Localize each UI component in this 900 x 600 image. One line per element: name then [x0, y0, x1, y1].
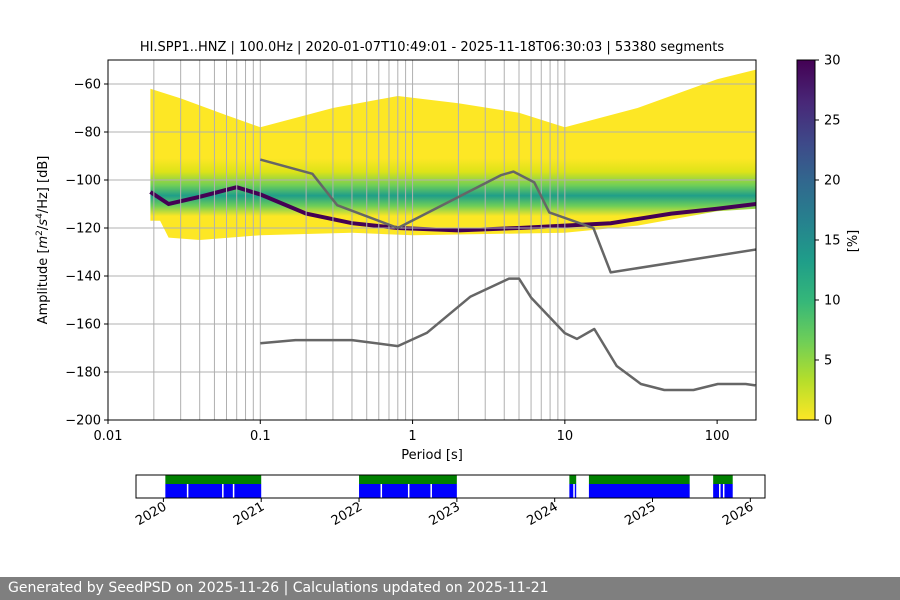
y-label-part: m: [36, 236, 51, 249]
availability-timeline: 2020 2021 2022 2023 2024 2025 2026: [133, 474, 766, 529]
y-tick-label: −160: [65, 318, 101, 333]
timeline-year-label: 2020: [133, 499, 169, 529]
y-axis-ticks: −60 −80 −100 −120 −140 −160 −180 −200: [65, 78, 108, 429]
x-tick-label: 0.01: [94, 429, 123, 444]
y-tick-label: −100: [65, 174, 101, 189]
availability-gap: [380, 484, 383, 498]
y-tick-label: −120: [65, 222, 101, 237]
availability-span-bottom: [569, 484, 577, 498]
availability-gap: [719, 484, 721, 498]
colorbar-tick-label: 0: [824, 414, 832, 429]
figure-canvas: HI.SPP1..HNZ | 100.0Hz | 2020-01-07T10:4…: [35, 40, 861, 529]
high-noise-model-line: [259, 158, 756, 274]
timeline-year-label: 2024: [525, 499, 561, 529]
chart-title: HI.SPP1..HNZ | 100.0Hz | 2020-01-07T10:4…: [140, 40, 725, 55]
availability-span-top: [359, 475, 457, 484]
period-gridlines: [153, 60, 566, 420]
colorbar-tick-label: 10: [824, 294, 841, 309]
availability-span-bottom: [588, 484, 690, 498]
availability-span-bottom: [165, 484, 262, 498]
availability-gap: [430, 484, 432, 498]
timeline-year-label: 2023: [427, 499, 463, 529]
timeline-year-label: 2025: [622, 499, 658, 529]
availability-span-top: [165, 475, 262, 484]
y-tick-label: −200: [65, 414, 101, 429]
colorbar-tick-label: 25: [824, 114, 841, 129]
colorbar-tick-label: 20: [824, 174, 841, 189]
y-tick-label: −180: [65, 366, 101, 381]
y-label-part: 4: [35, 213, 45, 219]
noise-model-lines: [259, 158, 756, 392]
x-tick-label: 10: [557, 429, 574, 444]
y-tick-label: −80: [74, 126, 101, 141]
colorbar-tick-label: 15: [824, 234, 841, 249]
x-axis-label: Period [s]: [401, 448, 463, 463]
y-label-part: Amplitude [: [36, 248, 51, 324]
timeline-year-label: 2022: [329, 499, 365, 529]
availability-gap: [222, 484, 224, 498]
timeline-year-label: 2021: [231, 499, 267, 529]
x-tick-label: 100: [705, 429, 730, 444]
colorbar: 0 5 10 15 20 25 30 [%]: [796, 54, 861, 429]
plot-frame: [107, 59, 757, 421]
x-tick-label: 0.1: [250, 429, 271, 444]
y-label-part: 2: [35, 230, 45, 236]
y-label-part: /Hz] [dB]: [36, 156, 51, 214]
colorbar-label: [%]: [846, 230, 861, 253]
timeline-year-label: 2026: [720, 499, 756, 529]
y-tick-label: −140: [65, 270, 101, 285]
timeline-frame: [135, 474, 766, 499]
psd-density-area: [150, 69, 756, 240]
amplitude-gridlines: [108, 83, 756, 420]
availability-span-top: [713, 475, 733, 484]
availability-gap: [573, 484, 575, 498]
availability-gap: [407, 484, 410, 498]
footer-status: Generated by SeedPSD on 2025-11-26 | Cal…: [0, 577, 900, 600]
colorbar-gradient: [796, 59, 816, 421]
x-axis-ticks: 0.01 0.1 1 10 100: [94, 420, 730, 444]
low-noise-model-line: [260, 277, 756, 392]
y-label-part: s: [36, 219, 51, 226]
availability-gap: [232, 484, 235, 498]
timeline-year-ticks: 2020 2021 2022 2023 2024 2025 2026: [133, 498, 756, 529]
availability-span-top: [569, 475, 577, 484]
y-label-part: /: [36, 225, 51, 230]
psd-plot: −60 −80 −100 −120 −140 −160 −180 −200 0.01 0.1 1 1…: [65, 59, 757, 444]
colorbar-ticks: 0 5 10 15 20 25 30: [815, 54, 841, 429]
y-tick-label: −60: [74, 78, 101, 93]
x-tick-label: 1: [408, 429, 416, 444]
availability-span-top: [588, 475, 690, 484]
y-axis-label: Amplitude [m2/s4/Hz] [dB]: [35, 156, 51, 325]
availability-gap: [722, 484, 725, 498]
availability-spans: [165, 475, 733, 498]
availability-gap: [186, 484, 189, 498]
colorbar-tick-label: 5: [824, 354, 832, 369]
colorbar-tick-label: 30: [824, 54, 841, 69]
